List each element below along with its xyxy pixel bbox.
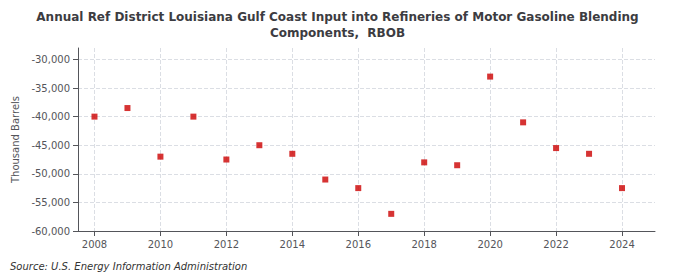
svg-text:2016: 2016 [346,239,371,250]
svg-text:Thousand Barrels: Thousand Barrels [10,96,21,184]
svg-text:2014: 2014 [280,239,305,250]
svg-text:2024: 2024 [609,239,634,250]
svg-text:2012: 2012 [214,239,239,250]
svg-text:2010: 2010 [148,239,173,250]
svg-text:-45,000: -45,000 [31,140,70,151]
svg-text:-40,000: -40,000 [31,111,70,122]
svg-text:-55,000: -55,000 [31,197,70,208]
svg-text:2018: 2018 [411,239,436,250]
svg-text:Components, RBOB: Components, RBOB [270,26,405,40]
svg-text:Annual Ref District Louisiana: Annual Ref District Louisiana Gulf Coast… [36,10,638,24]
svg-text:-35,000: -35,000 [31,83,70,94]
svg-text:-60,000: -60,000 [31,226,70,237]
svg-text:-50,000: -50,000 [31,168,70,179]
svg-text:Source: U.S. Energy Informatio: Source: U.S. Energy Information Administ… [10,261,247,272]
svg-text:2008: 2008 [82,239,107,250]
svg-text:2022: 2022 [543,239,568,250]
svg-text:2020: 2020 [477,239,502,250]
svg-text:-30,000: -30,000 [31,54,70,65]
